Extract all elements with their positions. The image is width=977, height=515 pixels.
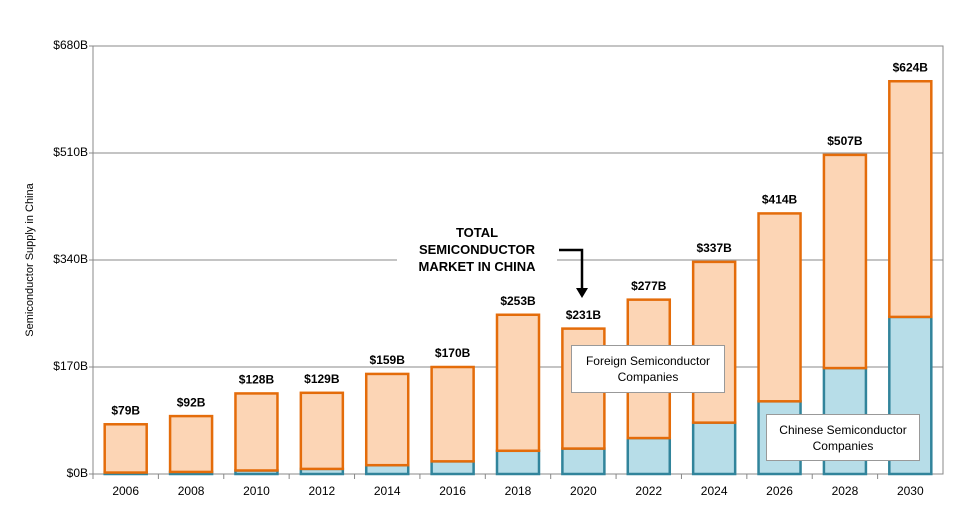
bar-segment — [626, 436, 672, 476]
annotation-arrowhead — [576, 288, 588, 298]
total-label: $128B — [239, 373, 275, 387]
x-tick-label: 2030 — [897, 484, 924, 498]
total-label: $129B — [304, 372, 340, 386]
bar-segment — [757, 212, 802, 403]
annotation-arrow — [559, 248, 584, 290]
total-label: $231B — [566, 308, 602, 322]
x-tick-label: 2024 — [701, 484, 728, 498]
bar-segment — [561, 447, 606, 476]
total-label: $253B — [500, 294, 536, 308]
bar-segment — [691, 260, 737, 424]
total-label: $414B — [762, 193, 798, 207]
x-tick-label: 2012 — [308, 484, 335, 498]
total-label: $170B — [435, 346, 471, 360]
x-tick-label: 2028 — [832, 484, 859, 498]
total-label: $624B — [893, 60, 929, 74]
bar-segment — [299, 391, 345, 471]
total-label: $337B — [696, 241, 732, 255]
bar-segment — [364, 463, 410, 476]
x-tick-label: 2026 — [766, 484, 793, 498]
annotation: TOTAL SEMICONDUCTOR MARKET IN CHINA — [397, 224, 557, 275]
y-tick-label: $510B — [53, 145, 88, 159]
y-tick-label: $0B — [67, 466, 88, 480]
total-label: $277B — [631, 279, 667, 293]
bar-segment — [168, 414, 214, 474]
bar-segment — [430, 460, 475, 476]
total-label: $159B — [370, 353, 406, 367]
x-tick-label: 2010 — [243, 484, 270, 498]
y-tick-label: $170B — [53, 359, 88, 373]
x-tick-label: 2014 — [374, 484, 401, 498]
bar-segment — [430, 365, 475, 463]
x-tick-label: 2006 — [112, 484, 139, 498]
x-tick-label: 2018 — [505, 484, 532, 498]
x-tick-label: 2016 — [439, 484, 466, 498]
total-label: $92B — [177, 395, 206, 409]
bar-segment — [495, 449, 541, 476]
bar-segment — [103, 423, 148, 474]
total-label: $507B — [827, 134, 863, 148]
x-tick-label: 2022 — [635, 484, 662, 498]
y-tick-label: $680B — [53, 38, 88, 52]
legend-chinese: Chinese Semiconductor Companies — [766, 414, 920, 461]
bar-segment — [234, 392, 279, 472]
y-tick-label: $340B — [53, 252, 88, 266]
total-label: $79B — [111, 403, 140, 417]
bar-segment — [888, 79, 933, 319]
x-tick-label: 2008 — [178, 484, 205, 498]
legend-foreign: Foreign Semiconductor Companies — [571, 345, 725, 393]
x-tick-label: 2020 — [570, 484, 597, 498]
y-axis-label: Semiconductor Supply in China — [24, 182, 36, 336]
bar-segment — [822, 153, 868, 370]
bar-segment — [364, 372, 410, 467]
bar-segment — [495, 313, 541, 453]
bar-segment — [691, 421, 737, 476]
